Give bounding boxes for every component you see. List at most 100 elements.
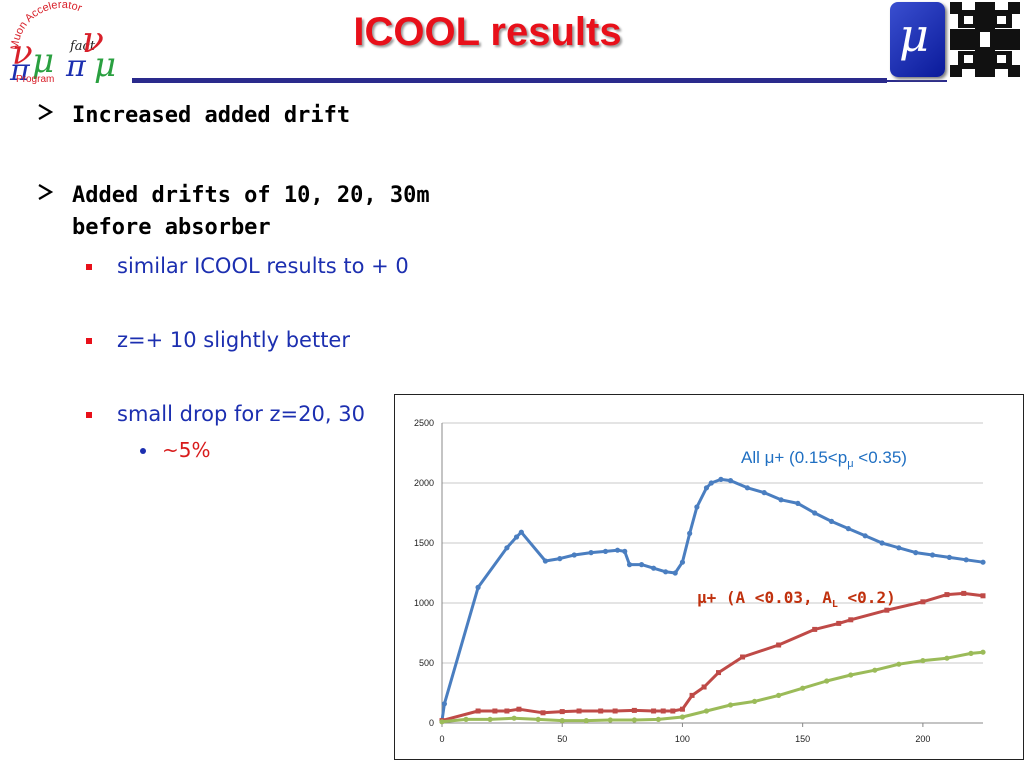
series-marker: [836, 620, 842, 626]
series-marker: [879, 540, 885, 546]
annotation-cut-muons: μ+ (A <0.03, AL <0.2): [697, 588, 896, 610]
series-marker: [439, 719, 445, 725]
series-marker: [812, 510, 818, 516]
series-marker: [980, 559, 986, 565]
bullet-text: Increased added drift: [72, 103, 351, 128]
svg-text:μ: μ: [94, 45, 116, 84]
series-marker: [670, 708, 676, 714]
y-tick-label: 500: [419, 658, 434, 668]
series-marker: [663, 569, 669, 575]
y-tick-label: 1500: [414, 538, 434, 548]
y-tick-label: 2500: [414, 418, 434, 428]
series-marker: [559, 709, 565, 715]
fermilab-logo: [950, 2, 1020, 77]
series-marker: [638, 562, 645, 568]
series-marker: [504, 545, 510, 551]
series-marker: [583, 718, 589, 724]
series-marker: [703, 485, 710, 491]
series-marker: [557, 556, 563, 562]
series-marker: [694, 504, 700, 510]
series-marker: [845, 526, 851, 532]
series-marker: [727, 702, 734, 708]
square-bullet-icon: [86, 338, 92, 344]
subbullet-text: z=+ 10 slightly better: [117, 328, 350, 352]
series-marker: [504, 708, 510, 714]
series-marker: [929, 552, 936, 558]
series-marker: [475, 584, 481, 590]
series-marker: [946, 554, 952, 560]
series-marker: [511, 715, 517, 721]
y-tick-label: 1000: [414, 598, 434, 608]
series-marker: [800, 685, 806, 691]
series-marker: [631, 707, 637, 713]
dot-bullet-icon: [140, 448, 146, 454]
series-marker: [598, 708, 604, 714]
series-marker: [968, 650, 974, 656]
series-marker: [872, 667, 878, 673]
series-marker: [612, 708, 618, 714]
series-marker: [540, 710, 546, 716]
svg-text:μ: μ: [32, 41, 54, 81]
series-marker: [896, 545, 902, 551]
svg-text:fact: fact: [69, 39, 96, 54]
x-tick-label: 100: [675, 734, 690, 744]
series-marker: [622, 548, 628, 554]
series-marker: [492, 708, 498, 714]
series-marker: [679, 559, 686, 565]
series-marker: [776, 642, 782, 648]
x-tick-label: 50: [557, 734, 567, 744]
title-rule-tail: [887, 80, 947, 82]
series-marker: [862, 533, 868, 539]
series-marker: [576, 708, 582, 714]
series-marker: [487, 716, 493, 722]
series-marker: [571, 552, 577, 558]
subbullet-text: small drop for z=20, 30: [117, 402, 365, 426]
series-marker: [980, 649, 986, 655]
series-marker: [795, 500, 801, 506]
page-title: ICOOL results: [353, 10, 622, 54]
series-marker: [679, 714, 686, 720]
series-marker: [761, 490, 767, 496]
series-marker: [848, 617, 854, 623]
series-marker: [718, 476, 724, 482]
svg-text:π: π: [65, 49, 87, 84]
series-marker: [626, 562, 633, 568]
series-marker: [944, 592, 950, 598]
series-marker: [828, 518, 835, 524]
muon-logo: μ: [890, 2, 945, 77]
x-tick-label: 200: [915, 734, 930, 744]
series-marker: [602, 548, 609, 554]
series-marker: [961, 590, 967, 596]
series-marker: [463, 716, 469, 722]
series-marker: [535, 716, 541, 722]
series-marker: [896, 661, 902, 667]
map-logo: Muon Accelerator ν π μ fact ν π μ Progra…: [9, 2, 116, 84]
svg-text:ν: ν: [12, 33, 33, 73]
line-chart: 0 500 1000 1500 2000 2500 0 50 100 150 200 All μ+ (…: [414, 418, 986, 744]
series-marker: [920, 658, 926, 664]
series-marker: [559, 718, 565, 724]
series-marker: [812, 626, 818, 632]
series-marker: [689, 692, 695, 698]
series-marker: [672, 570, 678, 576]
series-marker: [913, 550, 919, 556]
arrow-bullet-icon: [38, 104, 54, 120]
chart-panel: 0 500 1000 1500 2000 2500 0 50 100 150 200 All μ+ (…: [394, 394, 1024, 760]
y-tick-label: 0: [429, 718, 434, 728]
series-marker: [727, 478, 734, 484]
series-marker: [631, 717, 637, 723]
y-tick-label: 2000: [414, 478, 434, 488]
series-marker: [708, 480, 714, 486]
series-marker: [824, 678, 830, 684]
series-marker: [542, 558, 548, 564]
arrow-bullet-icon: [38, 184, 54, 200]
series-marker: [441, 701, 448, 707]
series-marker: [679, 706, 685, 712]
series-marker: [716, 670, 722, 676]
series-marker: [607, 717, 613, 723]
annotation-all-muons: All μ+ (0.15<pμ <0.35): [741, 448, 907, 470]
svg-text:Program: Program: [16, 74, 54, 84]
series-marker: [655, 716, 661, 722]
series-marker: [650, 565, 657, 571]
subbullet-text: similar ICOOL results to + 0: [117, 254, 409, 278]
